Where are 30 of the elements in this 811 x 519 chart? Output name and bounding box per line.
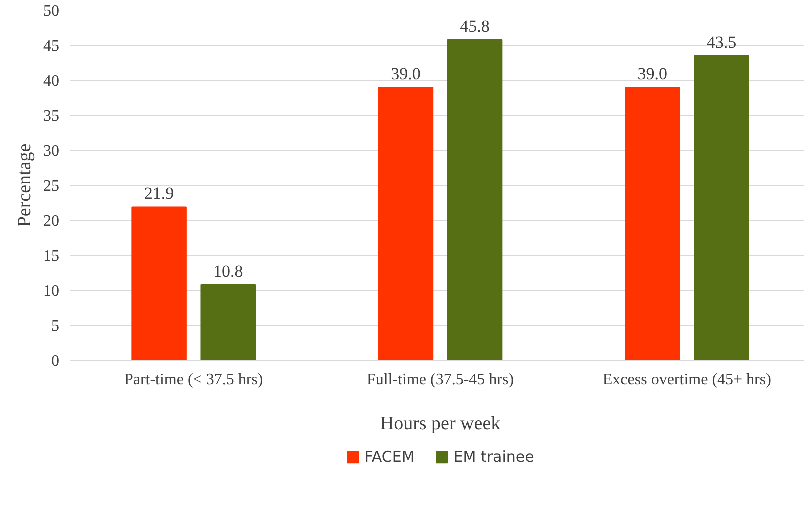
data-label: 45.8	[460, 16, 490, 36]
bar	[200, 284, 256, 360]
x-axis-title: Hours per week	[380, 414, 502, 434]
x-tick-label: Part-time (< 37.5 hrs)	[124, 372, 264, 388]
x-tick-label: Excess overtime (45+ hrs)	[602, 372, 772, 388]
bar	[694, 56, 750, 360]
legend-label: EM trainee	[454, 448, 534, 466]
bar	[447, 39, 503, 360]
data-label: 21.9	[144, 184, 174, 204]
y-tick-label: 45	[44, 38, 60, 55]
y-tick-label: 20	[44, 213, 60, 230]
data-label: 39.0	[638, 64, 668, 84]
y-tick-label: 25	[44, 178, 60, 195]
y-tick-label: 30	[44, 143, 60, 160]
y-tick-label: 0	[52, 353, 60, 370]
y-axis-title: Percentage	[14, 144, 36, 228]
y-tick-label: 5	[52, 318, 60, 335]
bar	[625, 87, 680, 360]
data-label: 10.8	[213, 262, 244, 281]
y-tick-label: 50	[44, 3, 60, 20]
bar	[132, 206, 187, 360]
x-tick-label: Full-time (37.5-45 hrs)	[366, 372, 514, 388]
y-tick-label: 40	[44, 73, 60, 90]
data-label: 39.0	[391, 64, 421, 84]
legend-label: FACEM	[364, 448, 415, 466]
y-tick-label: 35	[44, 108, 60, 125]
y-tick-label: 15	[44, 248, 60, 265]
y-tick-label: 10	[44, 283, 60, 300]
data-label: 43.5	[706, 33, 737, 52]
bar	[378, 87, 434, 360]
